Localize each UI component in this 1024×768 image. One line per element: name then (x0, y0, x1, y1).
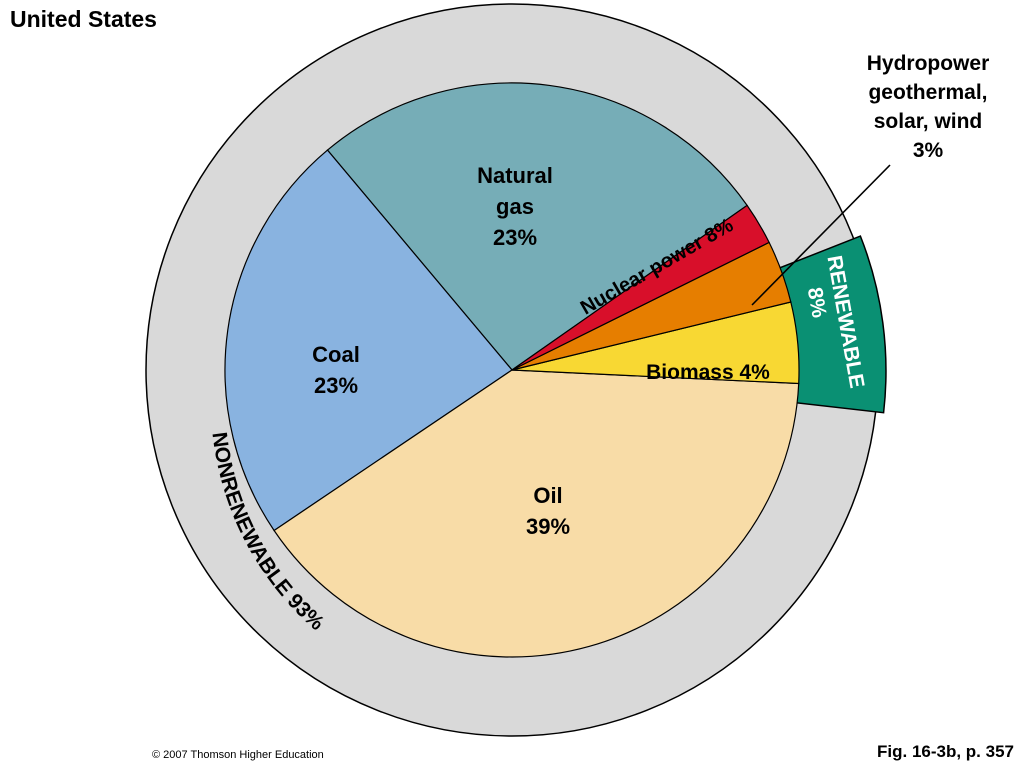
slice-natural-gas (326, 82, 748, 371)
label-hydropower-geothermal-solar-wind: Hydropower geothermal, solar, wind 3% (867, 52, 990, 162)
label-natural-gas: Natural gas 23% (477, 163, 553, 250)
label-oil: Oil 39% (526, 483, 570, 539)
label-coal: Coal 23% (312, 342, 360, 398)
copyright-notice: © 2007 Thomson Higher Education (152, 749, 324, 761)
leader-line-hydropower (751, 164, 891, 306)
label-biomass: Biomass 4% (646, 361, 770, 384)
slice-oil (273, 369, 800, 658)
figure-reference: Fig. 16-3b, p. 357 (877, 742, 1014, 761)
slice-nuclear-power (511, 204, 770, 371)
chart-title: United States (10, 6, 157, 32)
pie-slices (224, 82, 800, 658)
slice-coal (224, 149, 513, 532)
